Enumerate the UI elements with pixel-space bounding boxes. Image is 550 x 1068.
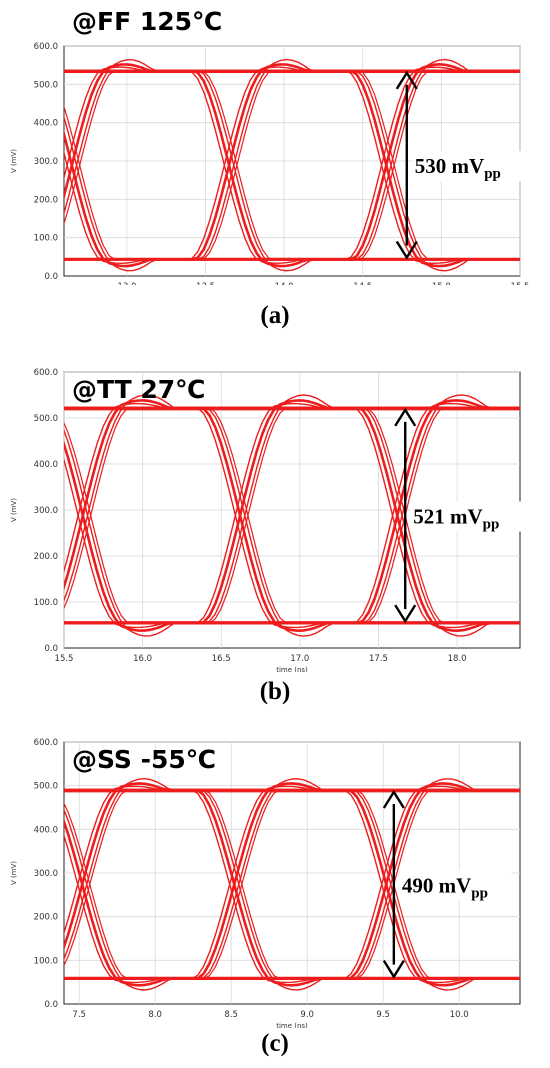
x-tick-label: 8.5 (224, 1010, 238, 1020)
x-tick-label: 10.0 (450, 1010, 469, 1020)
chart-title: @SS -55℃ (72, 745, 216, 774)
caption-b: (b) (259, 678, 291, 705)
chart-title: @FF 125℃ (72, 7, 222, 36)
annotation-backing (399, 870, 512, 901)
x-tick-label: 15.5 (511, 282, 530, 285)
swing-arrow-head-top (382, 789, 405, 809)
x-tick-label: 18.0 (448, 654, 467, 664)
y-tick-label: 0.0 (44, 1000, 58, 1010)
y-tick-label: 100.0 (34, 598, 58, 608)
y-tick-label: 200.0 (34, 913, 58, 923)
eye-diagram-b: 0.0 100.0 200.0 300.0 400.0 500.0 600.0 15.5 16.… (10, 368, 524, 672)
eye-traces (64, 394, 520, 637)
swing-arrow-head-bottom (394, 604, 417, 624)
x-tick-label: 8.0 (148, 1010, 162, 1020)
x-axis-label: time (ns) (276, 666, 308, 672)
y-axis-label: V (mV) (10, 498, 18, 522)
y-tick-label: 500.0 (34, 80, 58, 90)
eye-diagram-panel-c: 0.0 100.0 200.0 300.0 400.0 500.0 600.0 7.5 8.0 8… (0, 728, 550, 1028)
x-tick-label: 9.5 (376, 1010, 390, 1020)
swing-arrow-head-bottom (382, 960, 405, 979)
eye-diagram-panel-b: 0.0 100.0 200.0 300.0 400.0 500.0 600.0 15.5 16.… (0, 356, 550, 672)
y-tick-label: 500.0 (34, 782, 58, 792)
swing-arrow (394, 407, 417, 624)
swing-annotation: 521 mVpp (413, 505, 499, 533)
y-axis-label: V (mV) (10, 861, 18, 885)
y-axis-label: V (mV) (10, 149, 18, 173)
eye-diagram-a: 0.0 100.0 200.0 300.0 400.0 500.0 600.0 13.0 13.… (10, 7, 530, 285)
x-tick-label: 7.5 (72, 1010, 86, 1020)
swing-annotation-subscript: pp (471, 885, 488, 901)
y-tick-label: 0.0 (44, 644, 58, 654)
swing-annotation: 530 mVpp (415, 154, 501, 182)
x-tick-label: 14.0 (275, 282, 294, 285)
swing-arrow-head-bottom (395, 240, 418, 260)
x-axis-label: time (ns) (276, 1022, 308, 1028)
swing-annotation-value: 530 mV (415, 154, 484, 178)
y-tick-label: 100.0 (34, 234, 58, 244)
y-tick-label: 200.0 (34, 195, 58, 205)
swing-annotation-subscript: pp (484, 166, 501, 182)
swing-arrow-head-top (394, 407, 417, 427)
swing-arrow (382, 789, 405, 979)
y-tick-label: 400.0 (34, 460, 58, 470)
swing-annotation-subscript: pp (483, 517, 500, 533)
swing-arrow (395, 70, 418, 260)
chart-title: @TT 27℃ (72, 375, 205, 404)
x-tick-label: 15.0 (432, 282, 451, 285)
y-tick-label: 600.0 (34, 42, 58, 52)
y-tick-label: 300.0 (34, 869, 58, 879)
y-tick-label: 200.0 (34, 552, 58, 562)
y-tick-label: 400.0 (34, 825, 58, 835)
y-tick-label: 300.0 (34, 506, 58, 516)
x-tick-label: 13.5 (196, 282, 215, 285)
x-tick-label: 9.0 (300, 1010, 314, 1020)
x-tick-label: 16.5 (212, 654, 231, 664)
swing-annotation-value: 490 mV (402, 873, 471, 897)
y-tick-label: 100.0 (34, 956, 58, 966)
eye-traces (64, 58, 520, 272)
caption-c: (c) (261, 1030, 289, 1057)
y-tick-label: 300.0 (34, 157, 58, 167)
eye-diagram-panel-a: 0.0 100.0 200.0 300.0 400.0 500.0 600.0 13.0 13.… (0, 0, 550, 285)
eye-diagram-c: 0.0 100.0 200.0 300.0 400.0 500.0 600.0 7.5 8.0 8… (10, 738, 521, 1028)
swing-annotation-value: 521 mV (413, 505, 482, 529)
y-tick-label: 600.0 (34, 368, 58, 378)
swing-annotation: 490 mVpp (402, 873, 488, 901)
y-tick-label: 0.0 (44, 272, 58, 282)
eye-traces (64, 778, 520, 991)
y-tick-label: 500.0 (34, 414, 58, 424)
x-tick-label: 14.5 (353, 282, 372, 285)
x-tick-label: 17.5 (369, 654, 388, 664)
caption-a: (a) (260, 302, 290, 329)
x-tick-label: 15.5 (55, 654, 74, 664)
x-tick-label: 17.0 (290, 654, 309, 664)
y-tick-label: 600.0 (34, 738, 58, 748)
annotation-backing (412, 151, 525, 182)
x-tick-label: 13.0 (117, 282, 136, 285)
swing-arrow-head-top (395, 70, 418, 90)
y-tick-label: 400.0 (34, 119, 58, 129)
annotation-backing (411, 501, 524, 532)
x-tick-label: 16.0 (133, 654, 152, 664)
